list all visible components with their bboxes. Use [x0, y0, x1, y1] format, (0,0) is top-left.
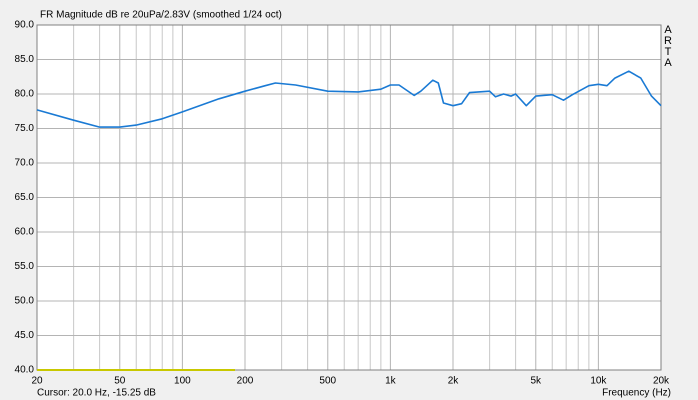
y-tick-label: 85.0 — [15, 54, 35, 65]
y-tick-label: 70.0 — [15, 158, 35, 169]
x-tick-label: 1k — [385, 376, 397, 387]
x-tick-label: 2k — [448, 376, 460, 387]
y-tick-label: 65.0 — [15, 192, 35, 203]
x-tick-label: 5k — [530, 376, 542, 387]
y-tick-label: 90.0 — [15, 20, 35, 31]
y-tick-label: 80.0 — [15, 89, 35, 100]
brand: ARTA — [662, 24, 674, 68]
y-tick-label: 55.0 — [15, 261, 35, 272]
chart-title: FR Magnitude dB re 20uPa/2.83V (smoothed… — [40, 10, 282, 21]
x-tick-label: 20k — [653, 376, 670, 387]
y-tick-label: 60.0 — [15, 227, 35, 238]
y-tick-label: 45.0 — [15, 330, 35, 341]
y-tick-label: 75.0 — [15, 123, 35, 134]
x-tick-label: 50 — [114, 376, 126, 387]
plot-frame — [36, 24, 662, 371]
x-tick-label: 200 — [237, 376, 254, 387]
x-tick-label: 100 — [174, 376, 191, 387]
x-tick-label: 500 — [319, 376, 336, 387]
x-axis-label: Frequency (Hz) — [602, 388, 671, 399]
cursor-readout: Cursor: 20.0 Hz, -15.25 dB — [37, 388, 156, 399]
response-line — [36, 70, 662, 128]
y-tick-label: 50.0 — [15, 296, 35, 307]
x-tick-label: 20 — [31, 376, 43, 387]
x-tick-label: 10k — [590, 376, 607, 387]
y-tick-label: 40.0 — [15, 365, 35, 376]
